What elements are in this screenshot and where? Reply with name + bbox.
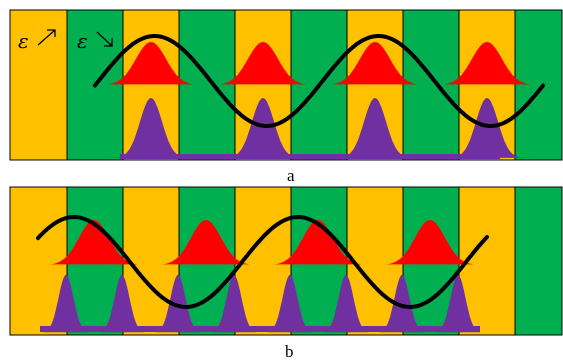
panel-b-purple-peak-2b — [212, 275, 256, 333]
panel-a-label: a — [287, 166, 295, 185]
panel-b-purple-baseline — [40, 326, 480, 332]
panel-a-band-10 — [514, 9, 563, 161]
panel-b-purple-peak-4a — [380, 275, 424, 333]
epsilon-increasing-annotation: ε — [18, 29, 56, 53]
panel-b-purple-peak-1b — [100, 275, 144, 333]
panel-b-band-10 — [514, 186, 563, 336]
panel-a-red-envelopes — [107, 42, 531, 85]
panel-a: ε ε — [9, 9, 563, 161]
panel-a-red-envelope-2 — [219, 42, 307, 85]
panel-a-purple-profiles — [111, 98, 527, 159]
panel-b-red-envelopes — [50, 220, 474, 265]
epsilon-decreasing-annotation: ε — [77, 29, 113, 53]
panel-a-band-1 — [9, 9, 68, 161]
arrow-up-right-icon — [37, 29, 56, 46]
panel-a-band-4 — [178, 9, 236, 161]
panel-b — [9, 186, 563, 336]
panel-a-purple-baseline — [120, 154, 500, 159]
panel-a-red-envelope-1 — [107, 42, 195, 85]
panel-a-red-envelope-3 — [331, 42, 419, 85]
panel-b-red-envelope-4 — [386, 220, 474, 265]
panel-a-purple-peak-4 — [447, 98, 527, 158]
panel-a-sine-wave — [93, 34, 545, 128]
panel-b-purple-peak-1a — [44, 275, 88, 333]
panel-b-bands — [9, 186, 563, 336]
arrow-down-right-icon — [96, 31, 113, 47]
panel-a-frame — [9, 9, 563, 161]
panel-b-frame — [9, 186, 563, 336]
panel-b-purple-peak-2a — [156, 275, 200, 333]
panel-b-purple-peak-4b — [436, 275, 480, 333]
panel-b-sine-wave — [36, 214, 489, 310]
panel-b-red-envelope-1 — [50, 220, 138, 265]
panel-b-red-envelope-3 — [274, 220, 362, 265]
panel-b-red-envelope-2 — [162, 220, 250, 265]
panel-b-purple-profiles — [40, 275, 480, 333]
panel-a-purple-peak-2 — [223, 98, 303, 158]
panel-b-label: b — [285, 342, 294, 361]
panel-a-red-envelope-4 — [443, 42, 531, 85]
panel-b-purple-peak-3b — [324, 275, 368, 333]
panel-a-band-8 — [402, 9, 460, 161]
panel-b-purple-peak-3a — [268, 275, 312, 333]
panel-a-bands — [9, 9, 563, 161]
panel-a-purple-peak-1 — [111, 98, 191, 158]
epsilon-increasing-symbol: ε — [18, 29, 29, 53]
epsilon-decreasing-symbol: ε — [77, 29, 88, 53]
panel-a-purple-peak-3 — [335, 98, 415, 158]
